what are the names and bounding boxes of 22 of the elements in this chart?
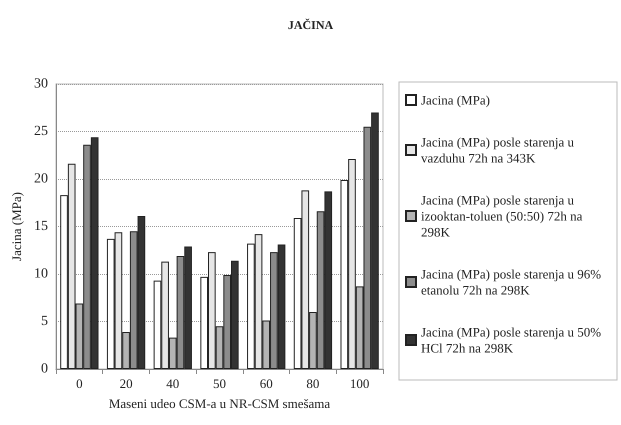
y-tick-label: 25 [34, 124, 48, 139]
legend-label: Jacina (MPa) posle starenja u vazduhu 72h na 343K [421, 134, 578, 166]
x-tick-label: 80 [306, 376, 320, 391]
y-tick-label: 0 [41, 362, 48, 376]
x-tick-label: 20 [120, 376, 133, 391]
y-tick-label: 10 [34, 266, 48, 282]
x-tick-label: 100 [350, 376, 370, 391]
y-tick-label: 20 [34, 172, 48, 186]
x-tick-label: 60 [260, 376, 273, 391]
y-axis-title: Jacina (MPa) [9, 192, 24, 261]
x-tick-label: 40 [166, 376, 180, 391]
legend-label: Jacina (MPa) posle starenja u 96% etanolu 72h na 298K [421, 266, 604, 298]
y-tick-label: 30 [34, 76, 48, 92]
y-tick-label: 15 [34, 219, 48, 234]
y-tick-label: 5 [41, 314, 48, 329]
x-tick-label: 0 [76, 376, 83, 391]
chart-title: JAČINA [288, 18, 334, 32]
legend-label: Jacina (MPa) [421, 92, 490, 108]
x-axis-title: Maseni udeo CSM-a u NR-CSM smešama [108, 396, 330, 411]
legend-label: Jacina (MPa) posle starenja u izooktan-toluen (50:50) 72h na 298K [421, 192, 586, 240]
legend-label: Jacina (MPa) posle starenja u 50% HCl 72h na 298K [421, 324, 604, 356]
x-tick-label: 50 [213, 376, 226, 391]
